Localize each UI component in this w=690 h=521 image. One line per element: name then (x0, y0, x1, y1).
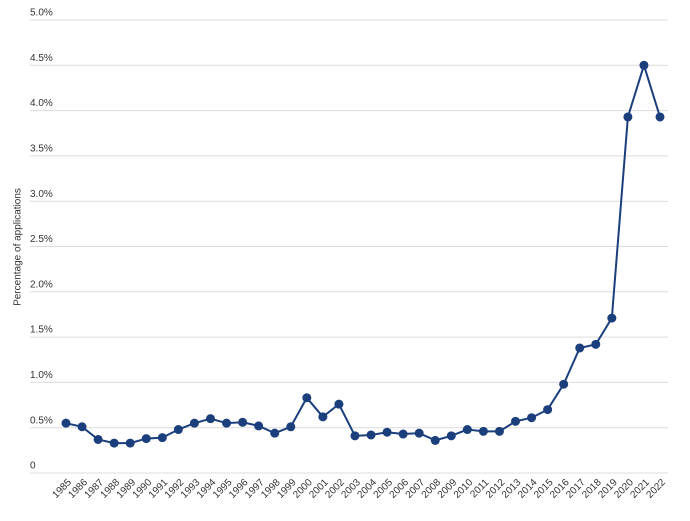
point (511, 416, 521, 426)
point (238, 417, 248, 427)
point (141, 434, 151, 444)
point (350, 431, 360, 441)
y-tick-label: 0 (30, 461, 36, 472)
point (462, 425, 472, 435)
y-tick-label: 2.5% (30, 234, 53, 245)
point (173, 425, 183, 435)
y-tick-label: 2.0% (30, 279, 53, 290)
point (302, 393, 312, 403)
point (478, 426, 488, 436)
point (93, 434, 103, 444)
point (446, 431, 456, 441)
point (125, 438, 135, 448)
y-tick-label: 5.0% (30, 8, 53, 19)
point (205, 414, 215, 424)
point (189, 418, 199, 428)
point (286, 422, 296, 432)
y-tick-label: 3.0% (30, 189, 53, 200)
point (591, 339, 601, 349)
point (157, 433, 167, 443)
point (77, 422, 87, 432)
point (655, 112, 665, 122)
point (334, 399, 344, 409)
y-tick-label: 3.5% (30, 144, 53, 155)
point (254, 421, 264, 431)
point (575, 343, 585, 353)
point (607, 313, 617, 323)
point (430, 435, 440, 445)
point (398, 429, 408, 439)
point (61, 418, 71, 428)
point (382, 427, 392, 437)
point (109, 438, 119, 448)
point (639, 60, 649, 70)
point (414, 428, 424, 438)
point (623, 112, 633, 122)
point (527, 413, 537, 423)
point (494, 426, 504, 436)
point (366, 430, 376, 440)
point (543, 405, 553, 415)
y-tick-label: 0.5% (30, 415, 53, 426)
y-axis-label: Percentage of applications (13, 188, 24, 306)
y-tick-label: 1.5% (30, 325, 53, 336)
y-tick-label: 4.0% (30, 98, 53, 109)
point (318, 412, 328, 422)
point (222, 418, 232, 428)
x-tick-label: 2022 (644, 477, 668, 501)
y-tick-label: 4.5% (30, 53, 53, 64)
point (559, 379, 569, 389)
point (270, 428, 280, 438)
y-tick-label: 1.0% (30, 370, 53, 381)
line (65, 61, 661, 445)
